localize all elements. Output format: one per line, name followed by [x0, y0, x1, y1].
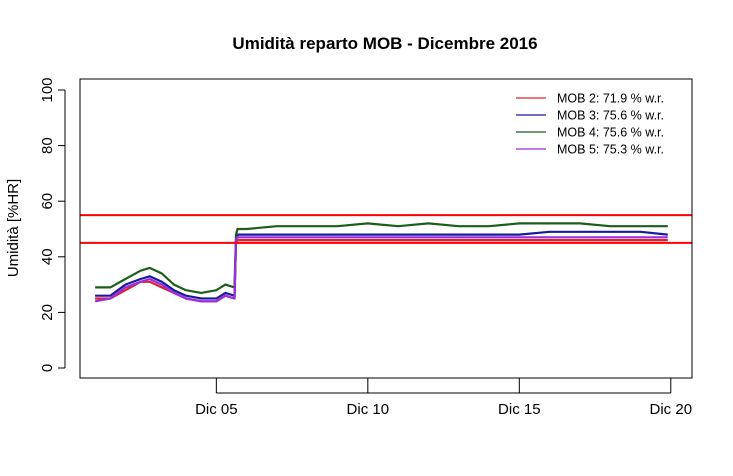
y-tick-label: 40	[39, 248, 56, 265]
legend: MOB 2: 71.9 % w.r. MOB 3: 75.6 % w.r. MOB …	[516, 92, 664, 157]
x-tick-label: Dic 10	[347, 401, 390, 418]
axes: 0 20 40 60 80 100 Dic 05 Dic 10 Dic 15 Dic 20	[39, 77, 692, 418]
y-tick-label: 80	[39, 137, 56, 154]
legend-label: MOB 2: 71.9 % w.r.	[557, 92, 664, 106]
series-line-mob-3	[95, 230, 668, 300]
series-line-mob-2	[95, 239, 668, 303]
legend-label: MOB 3: 75.6 % w.r.	[557, 109, 664, 123]
legend-label: MOB 5: 75.3 % w.r.	[557, 143, 664, 157]
plot-area	[80, 214, 692, 303]
y-tick-label: 0	[39, 364, 56, 372]
y-tick-label: 20	[39, 304, 56, 321]
series-line-mob-5	[94, 236, 668, 303]
series-line-mob-4	[95, 222, 668, 294]
x-tick-label: Dic 20	[650, 401, 693, 418]
chart-title: Umidità reparto MOB - Dicembre 2016	[232, 34, 537, 53]
y-tick-label: 100	[39, 77, 56, 102]
y-axis-label: Umidità [%HR]	[5, 179, 22, 277]
y-tick-label: 60	[39, 193, 56, 210]
x-tick-label: Dic 15	[498, 401, 541, 418]
x-tick-label: Dic 05	[195, 401, 238, 418]
plot-frame	[79, 78, 693, 379]
legend-label: MOB 4: 75.6 % w.r.	[557, 126, 664, 140]
